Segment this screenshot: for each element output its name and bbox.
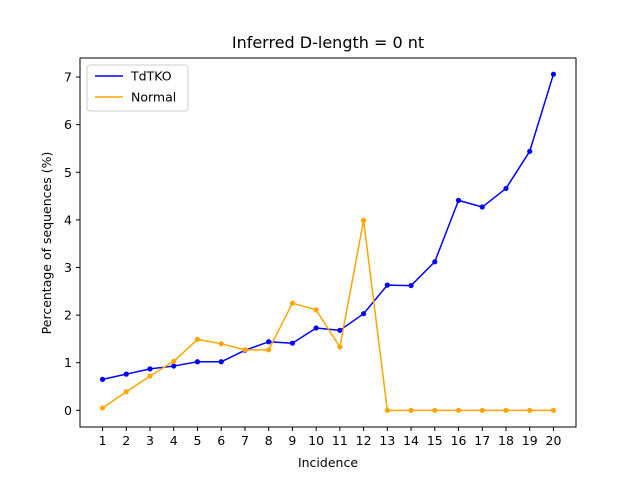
x-tick-label: 8 (265, 433, 273, 448)
data-point-tdtko (384, 282, 390, 288)
x-tick-label: 9 (288, 433, 296, 448)
data-point-normal (408, 407, 414, 413)
data-point-tdtko (218, 359, 224, 365)
data-point-tdtko (337, 327, 343, 333)
data-point-tdtko (455, 197, 462, 203)
legend-label-normal: Normal (131, 90, 176, 105)
data-point-normal (123, 389, 129, 395)
data-point-tdtko (360, 311, 367, 317)
legend: TdTKO Normal (86, 64, 189, 112)
chart-title: Inferred D-length = 0 nt (232, 33, 424, 52)
x-tick-label: 2 (122, 433, 130, 448)
legend-label-tdtko: TdTKO (130, 69, 172, 84)
data-point-tdtko (479, 204, 485, 210)
data-point-normal (384, 407, 390, 413)
data-point-normal (527, 407, 533, 413)
y-tick-label: 4 (64, 212, 72, 227)
x-tick-label: 7 (241, 433, 249, 448)
data-point-normal (337, 344, 343, 350)
data-point-tdtko (147, 366, 153, 372)
data-point-normal (218, 341, 224, 347)
series-line-normal (102, 219, 554, 412)
plot-area (99, 71, 557, 413)
x-tick-label: 14 (403, 433, 419, 448)
data-point-tdtko (289, 340, 296, 346)
data-point-tdtko (266, 339, 272, 345)
y-tick-label: 7 (64, 70, 72, 85)
x-axis-ticks: 1 2 3 4 5 6 7 8 9 10 11 12 13 14 15 16 17 18 19 20 (99, 427, 562, 448)
y-tick-label: 5 (64, 165, 72, 180)
data-point-tdtko (171, 363, 177, 369)
y-tick-label: 6 (64, 117, 72, 132)
y-tick-label: 1 (64, 355, 72, 370)
x-tick-label: 15 (427, 433, 443, 448)
data-point-normal (147, 373, 153, 379)
x-tick-label: 12 (356, 433, 372, 448)
x-tick-label: 3 (146, 433, 154, 448)
data-point-normal (99, 405, 106, 411)
data-point-tdtko (99, 376, 106, 382)
x-tick-label: 19 (522, 433, 538, 448)
x-tick-label: 5 (193, 433, 201, 448)
y-tick-label: 2 (64, 308, 72, 323)
data-point-normal (455, 407, 462, 413)
x-tick-label: 20 (546, 433, 562, 448)
y-tick-label: 3 (64, 260, 72, 275)
data-point-tdtko (408, 282, 414, 289)
data-point-tdtko (432, 259, 438, 265)
x-tick-label: 4 (170, 433, 178, 448)
x-tick-label: 11 (332, 433, 348, 448)
x-tick-label: 13 (379, 433, 395, 448)
data-point-normal (432, 407, 438, 413)
x-axis-label: Incidence (298, 455, 358, 470)
x-tick-label: 6 (217, 433, 225, 448)
data-point-normal (266, 347, 272, 353)
x-tick-label: 1 (99, 433, 107, 448)
data-point-normal (171, 358, 177, 364)
data-point-normal (313, 307, 319, 313)
data-point-normal (550, 407, 557, 413)
data-point-normal (503, 407, 509, 413)
data-point-normal (289, 300, 296, 306)
data-point-tdtko (313, 325, 319, 331)
data-point-tdtko (194, 359, 201, 365)
x-tick-label: 16 (451, 433, 467, 448)
data-point-normal (194, 336, 201, 342)
plot-frame (79, 57, 577, 428)
data-point-tdtko (550, 71, 557, 77)
data-point-tdtko (123, 371, 129, 377)
data-point-tdtko (503, 185, 509, 192)
data-point-tdtko (527, 148, 533, 154)
data-point-normal (360, 217, 367, 223)
data-point-normal (479, 407, 485, 413)
data-point-normal (242, 347, 248, 353)
x-tick-label: 18 (498, 433, 514, 448)
y-tick-label: 0 (64, 403, 72, 418)
y-axis-ticks: 0 1 2 3 4 5 6 7 (64, 70, 80, 418)
x-tick-label: 10 (308, 433, 324, 448)
x-tick-label: 17 (474, 433, 490, 448)
y-axis-label: Percentage of sequences (%) (39, 152, 54, 335)
